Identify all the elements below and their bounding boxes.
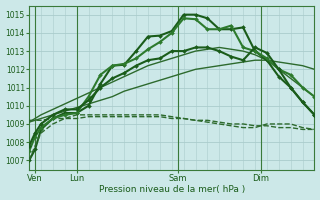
X-axis label: Pression niveau de la mer( hPa ): Pression niveau de la mer( hPa ) xyxy=(99,185,245,194)
